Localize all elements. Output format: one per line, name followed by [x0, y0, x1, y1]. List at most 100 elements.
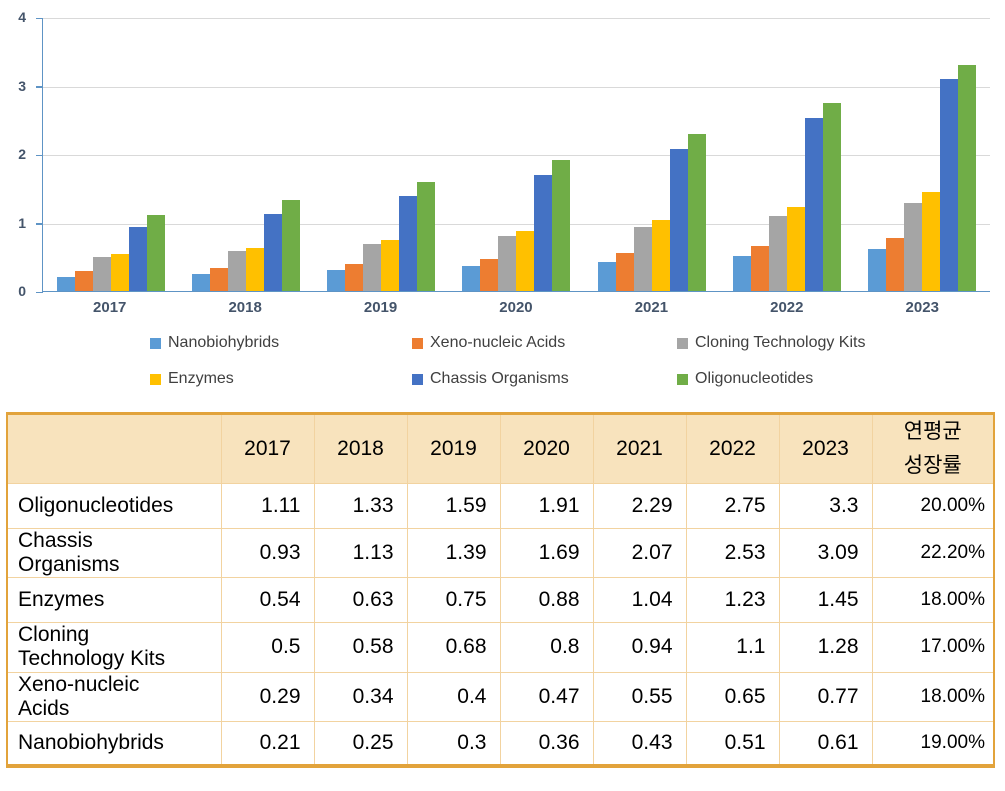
bar-group-2022 [719, 18, 854, 291]
legend-item-nanobiohybrids: Nanobiohybrids [150, 334, 412, 352]
cell-value: 1.39 [406, 527, 501, 579]
y-axis-label: 3 [18, 77, 26, 94]
bar-cloning-technology-kits-2018 [227, 251, 246, 291]
cell-value: 0.25 [313, 720, 408, 767]
bar-nanobiohybrids-2019 [327, 270, 346, 291]
cell-value: 1.11 [220, 483, 315, 529]
legend-item-enzymes: Enzymes [150, 370, 412, 388]
x-axis-label-2020: 2020 [499, 299, 533, 316]
cell-value: 0.68 [406, 622, 501, 673]
row-label: Xeno-nucleic Acids [6, 671, 222, 722]
bar-enzymes-2019 [381, 240, 400, 291]
table-row-cloning-technology-kits: Cloning Technology Kits 0.5 0.58 0.68 0.8 0.9… [6, 622, 995, 673]
data-table: 2017 2018 2019 2020 2021 2022 2023 연평균 성장률 Olig… [6, 412, 995, 769]
cell-value: 0.65 [685, 671, 780, 722]
bar-oligonucleotides-2019 [417, 182, 436, 291]
x-axis-label-2019: 2019 [363, 299, 398, 316]
bar-cloning-technology-kits-2020 [498, 236, 517, 291]
cell-value: 1.59 [406, 483, 501, 529]
x-axis-label-2018: 2018 [228, 299, 262, 316]
header-cell-2019: 2019 [406, 413, 501, 484]
y-axis-label: 2 [18, 146, 26, 162]
legend-item-chassis-organisms: Chassis Organisms [412, 370, 677, 388]
x-axis-label-2023: 2023 [905, 299, 939, 316]
bar-xeno-nucleic-acids-2018 [209, 268, 228, 291]
gridline [43, 86, 990, 88]
cell-value: 0.43 [592, 720, 687, 767]
header-cell-2023: 2023 [778, 413, 873, 484]
cell-value: 2.07 [592, 527, 687, 579]
cell-value: 1.33 [313, 483, 408, 529]
table-header: 2017 2018 2019 2020 2021 2022 2023 연평균 성장률 [6, 413, 995, 484]
bar-enzymes-2022 [787, 207, 806, 291]
table-row-xeno-nucleic-acids: Xeno-nucleic Acids 0.29 0.34 0.4 0.47 0.55 0.6… [6, 671, 995, 722]
cell-cagr: 18.00% [871, 577, 995, 624]
cell-value: 3.09 [778, 527, 873, 579]
bar-cloning-technology-kits-2017 [92, 257, 111, 291]
row-label: Chassis Organisms [6, 527, 222, 579]
cell-value: 0.21 [220, 720, 315, 767]
bar-enzymes-2018 [245, 248, 264, 291]
bar-xeno-nucleic-acids-2023 [886, 238, 905, 291]
bar-xeno-nucleic-acids-2020 [480, 259, 499, 291]
row-label: Nanobiohybrids [6, 720, 222, 767]
y-axis-tick [36, 17, 43, 19]
cell-value: 1.1 [685, 622, 780, 673]
cell-value: 0.54 [220, 577, 315, 624]
cell-value: 0.93 [220, 527, 315, 579]
y-axis-tick [36, 223, 43, 225]
bar-nanobiohybrids-2021 [597, 262, 616, 291]
bar-group-2021 [584, 18, 719, 291]
bar-group-2023 [855, 18, 990, 291]
cell-cagr: 19.00% [871, 720, 995, 767]
cell-value: 0.51 [685, 720, 780, 767]
legend-item-xeno-nucleic-acids: Xeno-nucleic Acids [412, 334, 677, 352]
legend-swatch-chassis-organisms-icon [412, 373, 423, 385]
y-axis-tick [36, 291, 43, 293]
y-axis-label: 1 [18, 214, 26, 231]
bar-cloning-technology-kits-2023 [904, 203, 923, 291]
legend-label: Oligonucleotides [695, 370, 814, 387]
bar-groups [43, 18, 990, 291]
bar-chassis-organisms-2023 [940, 79, 959, 291]
table-body: Oligonucleotides 1.11 1.33 1.59 1.91 2.29 2.75… [6, 483, 995, 767]
cell-cagr: 22.20% [871, 527, 995, 579]
bar-chassis-organisms-2019 [399, 196, 418, 291]
legend-swatch-nanobiohybrids-icon [150, 337, 161, 349]
y-axis-tick [36, 154, 43, 156]
gridline [43, 18, 990, 19]
header-cell-2018: 2018 [313, 413, 408, 484]
gridline [43, 155, 990, 156]
cell-value: 2.53 [685, 527, 780, 579]
cell-value: 1.04 [592, 577, 687, 624]
bar-cloning-technology-kits-2021 [633, 227, 652, 291]
cell-value: 2.75 [685, 483, 780, 529]
bar-nanobiohybrids-2020 [462, 266, 481, 291]
bar-oligonucleotides-2020 [552, 160, 571, 291]
cell-value: 3.3 [778, 483, 873, 529]
table-header-row: 2017 2018 2019 2020 2021 2022 2023 연평균 성장률 [6, 413, 995, 484]
header-cell-blank [6, 413, 222, 484]
bar-cloning-technology-kits-2022 [769, 216, 788, 291]
bar-oligonucleotides-2022 [823, 103, 842, 291]
cell-value: 0.77 [778, 671, 873, 722]
bar-oligonucleotides-2021 [687, 134, 706, 291]
gridline [43, 223, 990, 225]
bar-group-2020 [449, 18, 584, 291]
cell-value: 1.28 [778, 622, 873, 673]
header-cell-: 연평균 성장률 [871, 413, 995, 484]
legend-label: Enzymes [168, 370, 234, 387]
cell-value: 1.69 [499, 527, 594, 579]
cell-value: 2.29 [592, 483, 687, 529]
bar-xeno-nucleic-acids-2022 [751, 246, 770, 291]
bar-xeno-nucleic-acids-2017 [74, 271, 93, 291]
y-axis-label: 4 [18, 9, 26, 25]
cell-value: 0.63 [313, 577, 408, 624]
cell-value: 1.45 [778, 577, 873, 624]
legend-swatch-xeno-nucleic-acids-icon [412, 337, 423, 349]
legend-label: Nanobiohybrids [168, 334, 280, 351]
bar-nanobiohybrids-2022 [733, 256, 752, 291]
bar-enzymes-2020 [516, 231, 535, 291]
cell-value: 0.29 [220, 671, 315, 722]
bar-chassis-organisms-2022 [805, 118, 824, 291]
